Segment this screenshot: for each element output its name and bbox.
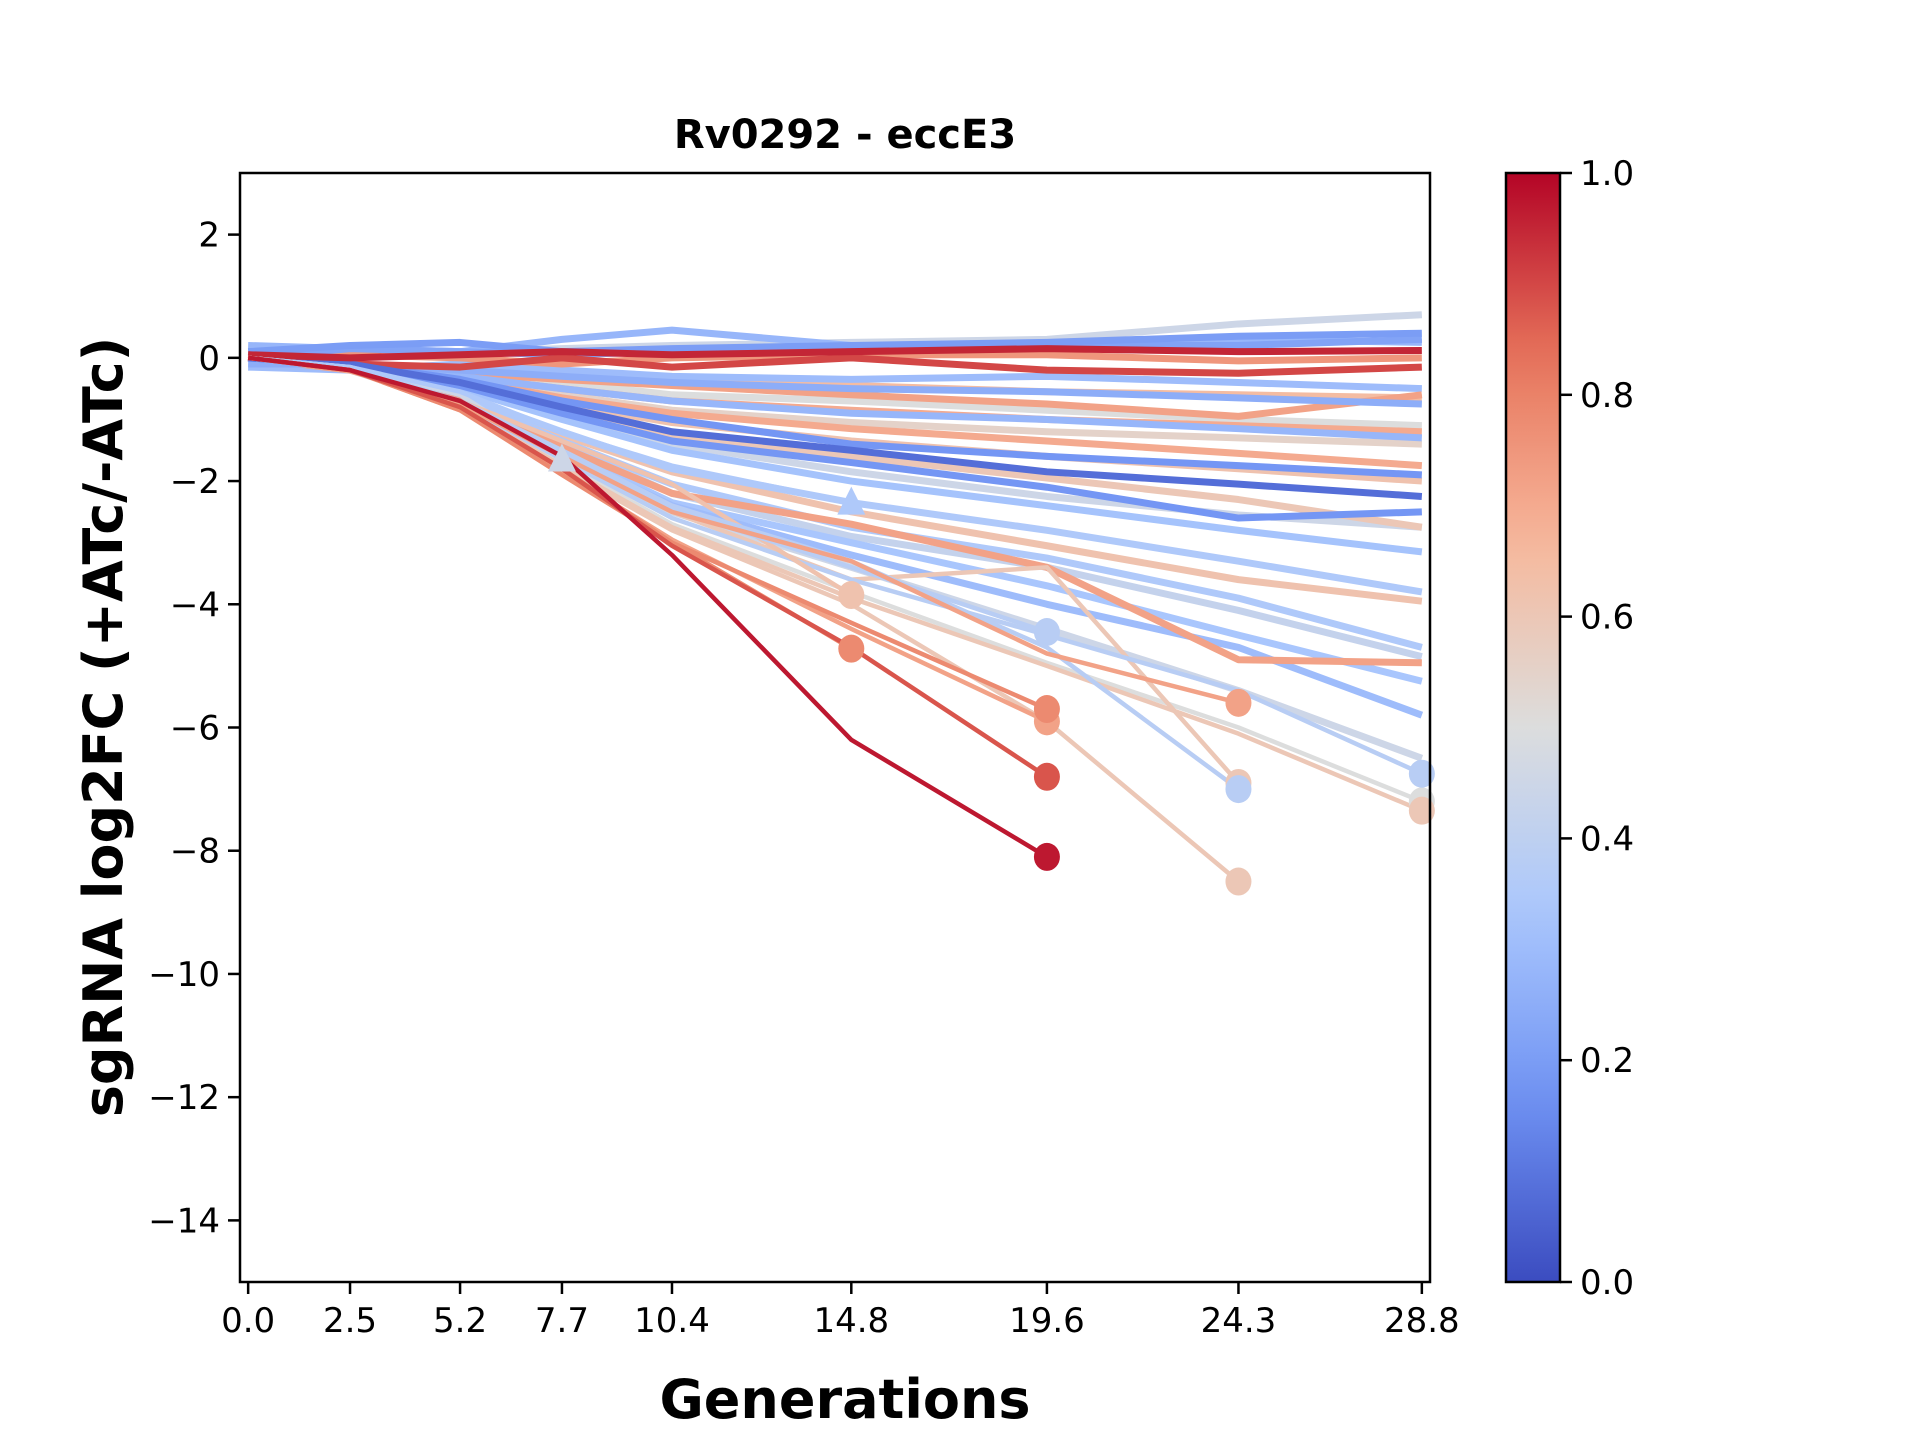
y-axis: 2 0 −2 −4 −6 −8 −10 −12 −14 <box>148 216 240 1241</box>
y-tick-label: −2 <box>170 462 220 502</box>
x-tick-label: 7.7 <box>535 1301 589 1341</box>
series-line <box>247 354 1423 500</box>
colorbar-tick-label: 0.0 <box>1580 1263 1634 1303</box>
y-tick-label: −8 <box>170 832 220 872</box>
marker-layer <box>547 443 1435 896</box>
colorbar-gradient <box>1504 171 1562 1284</box>
series-end-point <box>1033 618 1060 647</box>
colorbar: 0.0 0.2 0.4 0.6 0.8 1.0 <box>1504 154 1634 1303</box>
x-tick-label: 10.4 <box>634 1301 710 1341</box>
colorbar-tick-label: 0.4 <box>1580 819 1634 859</box>
x-tick-label: 24.3 <box>1201 1301 1277 1341</box>
series-end-point <box>1033 695 1060 724</box>
x-axis-label: Generations <box>659 1368 1030 1431</box>
y-tick-label: −10 <box>148 955 220 995</box>
colorbar-tick-label: 0.6 <box>1580 598 1634 638</box>
series-end-point <box>838 581 865 610</box>
x-tick-label: 19.6 <box>1009 1301 1085 1341</box>
colorbar-tick-label: 1.0 <box>1580 154 1634 194</box>
y-tick-label: −6 <box>170 709 220 749</box>
x-tick-label: 14.8 <box>813 1301 889 1341</box>
colorbar-tick-label: 0.2 <box>1580 1041 1634 1081</box>
series-end-point <box>1225 867 1252 896</box>
series-end-triangle <box>837 486 866 515</box>
y-tick-label: 0 <box>198 339 220 379</box>
series-line <box>248 345 1422 362</box>
y-tick-label: −4 <box>170 585 220 625</box>
series-end-point <box>1408 796 1435 825</box>
x-tick-label: 28.8 <box>1384 1301 1460 1341</box>
x-tick-label: 2.5 <box>323 1301 377 1341</box>
x-tick-label: 0.0 <box>221 1301 275 1341</box>
y-tick-label: −12 <box>148 1078 220 1118</box>
colorbar-tick-label: 0.8 <box>1580 376 1634 416</box>
series-end-point <box>1225 775 1252 804</box>
series-line <box>247 355 852 505</box>
colorbar-ticks: 0.0 0.2 0.4 0.6 0.8 1.0 <box>1560 154 1634 1303</box>
series-end-point <box>838 634 865 663</box>
y-tick-label: 2 <box>198 216 220 256</box>
series-end-triangle <box>547 443 576 472</box>
chart-title: Rv0292 - eccE3 <box>674 112 1016 158</box>
series-layer <box>247 311 1424 884</box>
x-tick-label: 5.2 <box>433 1301 487 1341</box>
series-end-point <box>1033 842 1060 871</box>
series-end-point <box>1033 762 1060 791</box>
y-axis-label: sgRNA log2FC (+ATc/-ATc) <box>72 337 135 1118</box>
y-tick-label: −14 <box>148 1201 220 1241</box>
series-line <box>247 329 1422 356</box>
series-line <box>247 351 1422 377</box>
series-end-point <box>1408 759 1435 788</box>
x-axis: 0.0 2.5 5.2 7.7 10.4 14.8 19.6 24.3 28.8 <box>221 1282 1460 1341</box>
series-end-point <box>1225 688 1252 717</box>
